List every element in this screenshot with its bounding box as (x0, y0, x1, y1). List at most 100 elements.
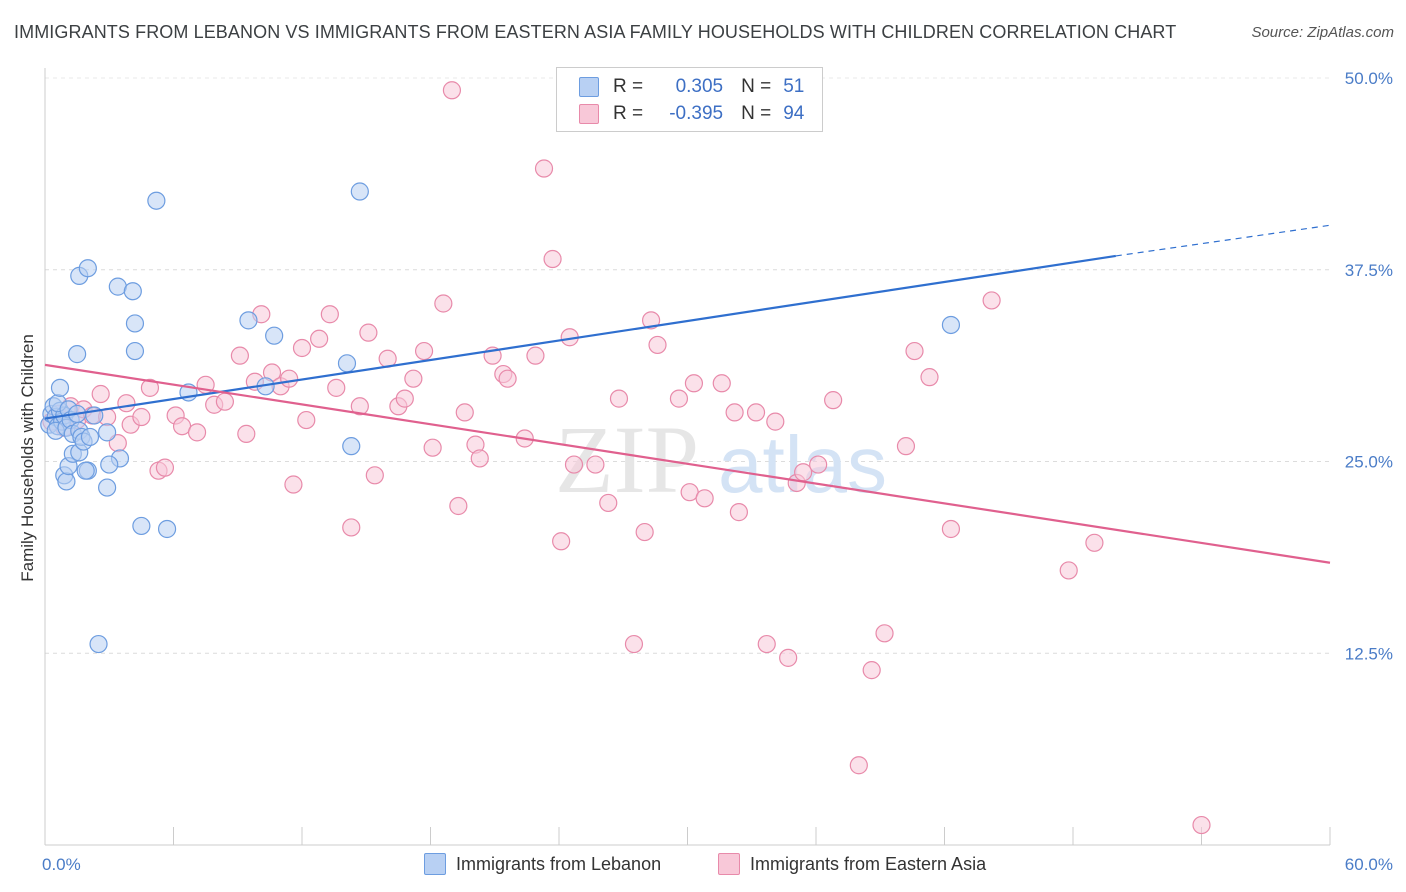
y-tick-label: 37.5% (1345, 261, 1393, 280)
data-point (498, 369, 517, 388)
data-point (187, 423, 207, 442)
data-point (564, 455, 584, 474)
bottom-swatch-blue (424, 853, 446, 875)
data-point (442, 81, 462, 100)
data-point (147, 191, 166, 210)
data-point (434, 294, 453, 313)
trend-line-lebanon-extension (1115, 224, 1331, 257)
data-point (123, 282, 142, 301)
data-point (905, 341, 924, 361)
legend-swatch-blue (579, 77, 599, 97)
legend-swatch-pink (579, 104, 599, 124)
x-tick-labels: 0.0% 60.0% (42, 855, 1393, 874)
data-point (941, 519, 961, 539)
data-point (766, 412, 785, 431)
data-point (1192, 815, 1211, 835)
data-point (292, 338, 312, 358)
source-credit: Source: ZipAtlas.com (1251, 24, 1394, 41)
legend-r-value: 0.305 (675, 76, 724, 97)
data-point (552, 532, 571, 551)
data-point (297, 410, 316, 430)
data-point (455, 403, 474, 422)
data-point (342, 518, 361, 537)
y-tick-label: 25.0% (1345, 453, 1393, 472)
data-point (941, 315, 961, 335)
data-point (337, 354, 357, 373)
data-point (395, 389, 414, 408)
x-tick-label: 60.0% (1345, 855, 1393, 874)
data-point (729, 503, 749, 522)
data-point (230, 346, 249, 365)
legend-row-lebanon: R = 0.305 N = 51 (579, 74, 804, 100)
data-point (824, 391, 843, 410)
data-point (414, 341, 434, 361)
legend-n-label: N = (741, 103, 772, 124)
data-point (125, 314, 145, 333)
legend-row-eastern-asia: R = -0.395 N = 94 (579, 101, 804, 127)
data-point (1085, 533, 1104, 552)
data-point (794, 463, 813, 482)
data-point (239, 311, 258, 330)
data-point (669, 389, 689, 408)
data-point (920, 368, 939, 387)
data-point (310, 329, 329, 348)
data-point (91, 384, 110, 404)
x-tick-label: 0.0% (42, 855, 81, 874)
data-point (80, 427, 100, 447)
trend-line-lebanon (44, 254, 1116, 420)
bottom-legend-label: Immigrants from Eastern Asia (750, 853, 987, 874)
y-axis-label: Family Households with Children (18, 334, 37, 582)
data-point (100, 455, 119, 474)
data-point (125, 341, 145, 361)
trend-lines (44, 224, 1331, 564)
data-point (342, 437, 361, 456)
data-point (543, 249, 562, 269)
y-tick-label: 12.5% (1345, 644, 1393, 663)
data-point (599, 493, 618, 513)
data-point (132, 516, 151, 536)
data-point (746, 403, 766, 422)
data-point (609, 389, 629, 408)
chart-title: IMMIGRANTS FROM LEBANON VS IMMIGRANTS FR… (14, 22, 1177, 42)
data-point (78, 259, 97, 278)
y-tick-label: 50.0% (1345, 69, 1393, 88)
legend-r-value: -0.395 (669, 103, 724, 124)
data-point (57, 472, 76, 491)
legend-r-label: R = (613, 103, 644, 124)
data-point (117, 394, 136, 413)
data-point (284, 475, 303, 494)
data-point (76, 461, 95, 480)
data-point (757, 634, 776, 654)
data-point (875, 624, 894, 643)
gridlines (45, 77, 1330, 654)
data-point (862, 661, 881, 680)
series-lebanon-points (40, 182, 961, 654)
data-point (809, 455, 828, 474)
legend-n-value: 51 (783, 76, 805, 97)
legend-n-value: 94 (783, 103, 805, 124)
data-point (684, 374, 704, 393)
data-point (526, 346, 545, 365)
data-point (280, 369, 299, 388)
bottom-legend-label: Immigrants from Lebanon (456, 853, 662, 874)
data-point (586, 455, 605, 474)
data-point (68, 345, 87, 364)
data-point (50, 378, 70, 397)
data-point (350, 397, 369, 416)
data-point (695, 489, 714, 508)
data-point (470, 449, 489, 468)
data-point (108, 277, 127, 296)
data-point (132, 407, 151, 427)
data-point (624, 634, 644, 654)
data-point (449, 496, 468, 516)
data-point (779, 648, 798, 667)
data-point (534, 159, 554, 178)
data-point (712, 374, 731, 393)
data-point (350, 182, 369, 201)
data-point (725, 403, 744, 422)
data-point (359, 323, 378, 342)
data-point (849, 756, 868, 775)
y-tick-labels: 12.5% 25.0% 37.5% 50.0% (1345, 69, 1393, 663)
bottom-legend-eastern-asia: Immigrants from Eastern Asia (718, 851, 986, 877)
